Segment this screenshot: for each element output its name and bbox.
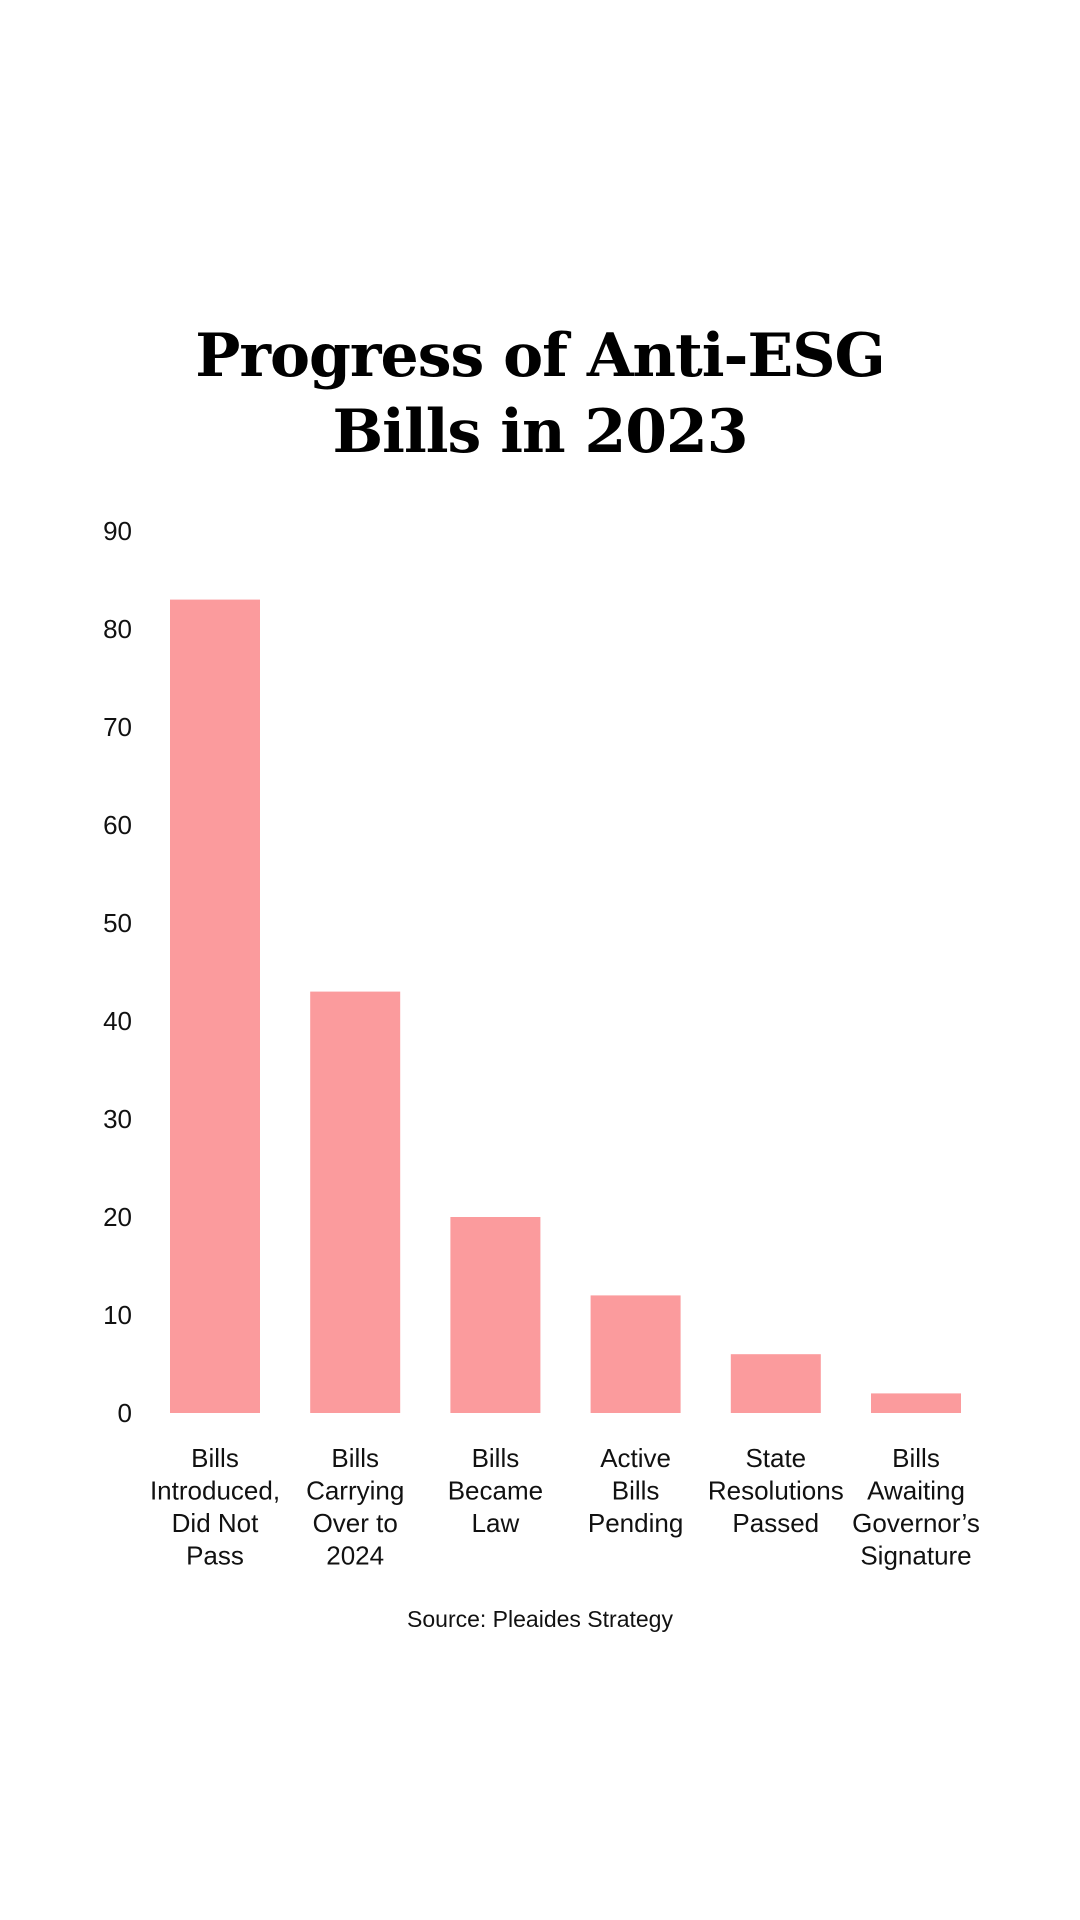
y-tick-label: 40 bbox=[103, 1006, 132, 1036]
bar bbox=[310, 991, 401, 1413]
y-tick-label: 0 bbox=[118, 1398, 132, 1428]
bar bbox=[871, 1393, 961, 1413]
bar bbox=[730, 1354, 821, 1413]
chart-title: Progress of Anti-ESG Bills in 2023 bbox=[0, 318, 1080, 470]
y-tick-label: 60 bbox=[103, 810, 132, 840]
y-tick-label: 70 bbox=[103, 712, 132, 742]
x-category-label: Bills Carrying Over to 2024 bbox=[306, 1443, 404, 1571]
y-tick-label: 50 bbox=[103, 908, 132, 938]
y-tick-label: 80 bbox=[103, 614, 132, 644]
x-category-label: Bills Awaiting Governor’s Signature bbox=[852, 1443, 980, 1571]
x-category-label: State Resolutions Passed bbox=[708, 1443, 844, 1538]
y-tick-label: 30 bbox=[103, 1104, 132, 1134]
bar bbox=[590, 1295, 681, 1413]
chart-title-line-1: Progress of Anti-ESG bbox=[195, 321, 886, 391]
bars bbox=[170, 599, 961, 1413]
y-tick-label: 20 bbox=[103, 1202, 132, 1232]
y-tick-label: 90 bbox=[103, 516, 132, 546]
chart-title-line-2: Bills in 2023 bbox=[332, 397, 748, 467]
x-axis-category-labels: Bills Introduced, Did Not Pass Bills Carrying… bbox=[150, 1443, 980, 1571]
bar bbox=[170, 599, 260, 1413]
x-category-label: Active Bills Pending bbox=[588, 1443, 683, 1538]
x-category-label: Bills Introduced, Did Not Pass bbox=[150, 1443, 280, 1571]
bar bbox=[450, 1217, 541, 1413]
source-note: Source: Pleaides Strategy bbox=[407, 1606, 673, 1632]
y-tick-label: 10 bbox=[103, 1300, 132, 1330]
y-axis-tick-labels: 0 10 20 30 40 50 60 70 80 90 bbox=[103, 516, 132, 1428]
x-category-label: Bills Became Law bbox=[448, 1443, 543, 1538]
